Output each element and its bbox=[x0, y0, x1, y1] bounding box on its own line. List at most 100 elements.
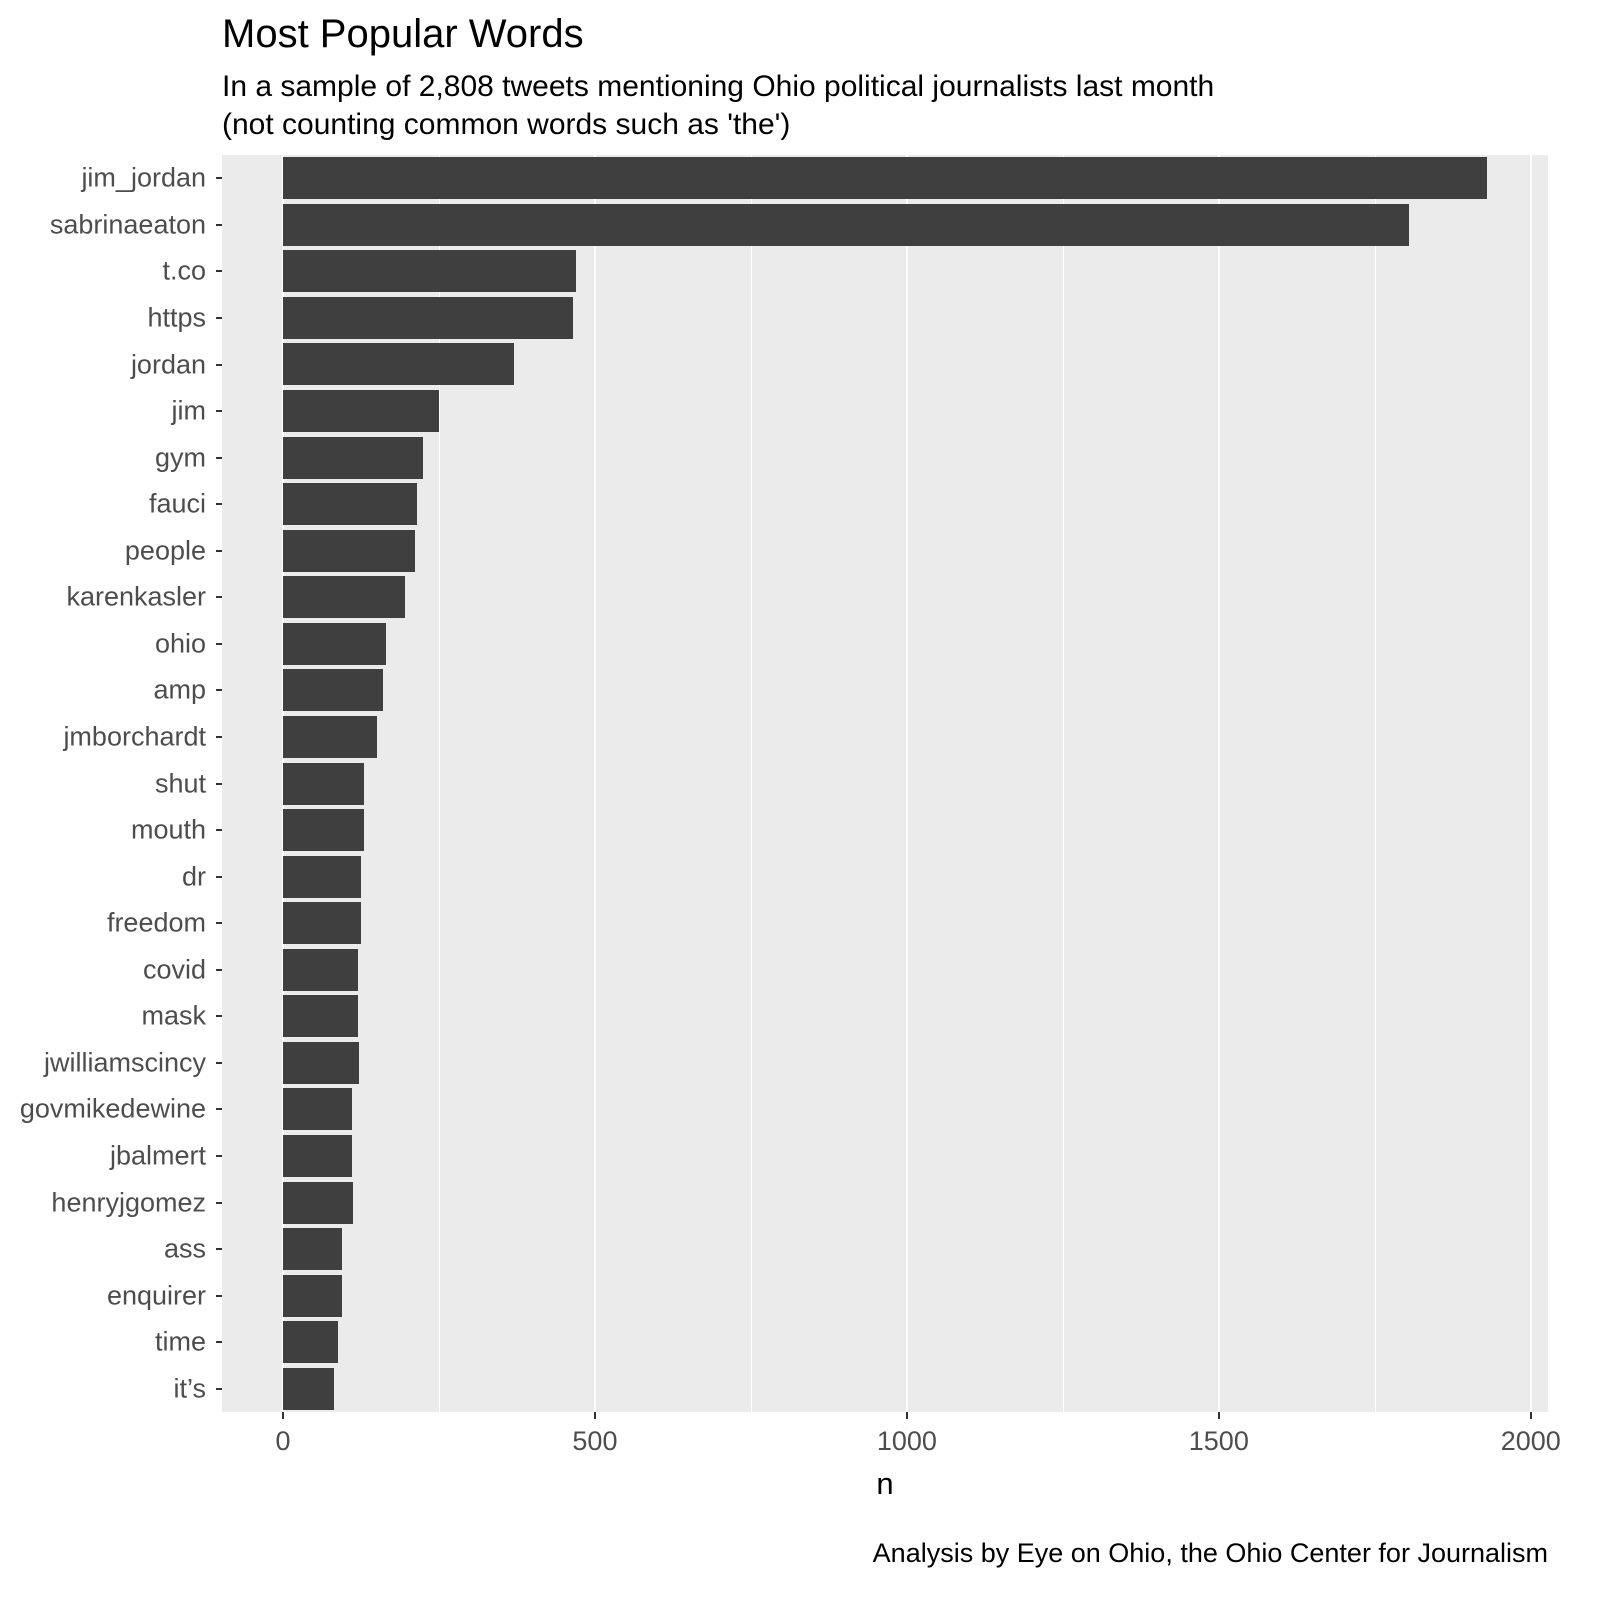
y-tick-label: dr bbox=[181, 861, 206, 892]
y-tick-mark bbox=[216, 316, 222, 319]
y-tick-mark bbox=[216, 1341, 222, 1344]
y-tick-mark bbox=[216, 549, 222, 552]
y-tick-label: amp bbox=[153, 674, 206, 705]
y-tick-mark bbox=[216, 456, 222, 459]
x-tick-mark bbox=[905, 1412, 908, 1419]
bar-mask bbox=[282, 995, 358, 1038]
y-tick-mark bbox=[216, 177, 222, 180]
y-tick-mark bbox=[216, 922, 222, 925]
y-tick-mark bbox=[216, 642, 222, 645]
x-tick-mark bbox=[1529, 1412, 1532, 1419]
gridline-minor bbox=[750, 155, 752, 1412]
y-tick-label: jmborchardt bbox=[63, 721, 206, 752]
bar-govmikedewine bbox=[282, 1088, 352, 1131]
y-tick-mark bbox=[216, 596, 222, 599]
x-axis: 0 500 1000 1500 2000 bbox=[222, 1412, 1561, 1472]
bar-https bbox=[282, 296, 574, 339]
y-tick-label: henryjgomez bbox=[51, 1187, 206, 1217]
y-tick-mark bbox=[216, 410, 222, 413]
chart-title: Most Popular Words bbox=[222, 12, 584, 56]
bar-jbalmert bbox=[282, 1134, 352, 1177]
y-tick-mark bbox=[216, 1201, 222, 1204]
gridline-major bbox=[593, 155, 596, 1412]
gridline-minor bbox=[1062, 155, 1064, 1412]
y-tick-mark bbox=[216, 503, 222, 506]
x-tick-label: 2000 bbox=[1500, 1426, 1561, 1456]
y-axis-labels: jim_jordan sabrinaeaton t.co https jordan jim… bbox=[0, 155, 222, 1412]
gridline-minor bbox=[1374, 155, 1376, 1412]
y-tick-label: ohio bbox=[154, 628, 206, 659]
bar-jim bbox=[282, 390, 439, 433]
y-tick-mark bbox=[216, 1387, 222, 1390]
plot-panel bbox=[222, 155, 1548, 1412]
bar-jordan bbox=[282, 343, 514, 386]
y-tick-mark bbox=[216, 1294, 222, 1297]
x-tick-label: 1500 bbox=[1188, 1426, 1249, 1456]
bar-enquirer bbox=[282, 1274, 343, 1317]
x-tick-mark bbox=[1217, 1412, 1220, 1419]
chart-subtitle: In a sample of 2,808 tweets mentioning O… bbox=[222, 70, 1215, 141]
y-tick-label: jbalmert bbox=[109, 1140, 206, 1171]
y-tick-label: enquirer bbox=[106, 1280, 206, 1311]
bar-people bbox=[282, 529, 416, 572]
bar-gym bbox=[282, 436, 424, 479]
bar-fauci bbox=[282, 483, 418, 526]
y-tick-label: people bbox=[124, 535, 206, 566]
bar-henryjgomez bbox=[282, 1181, 353, 1224]
y-tick-label: ass bbox=[163, 1233, 206, 1264]
gridline-minor bbox=[438, 155, 440, 1412]
y-tick-label: jwilliamscincy bbox=[43, 1047, 206, 1078]
bar-t.co bbox=[282, 250, 577, 293]
bar-ass bbox=[282, 1228, 343, 1271]
bar-dr bbox=[282, 855, 361, 898]
y-tick-label: karenkasler bbox=[66, 581, 206, 612]
y-tick-mark bbox=[216, 1248, 222, 1251]
bar-ohio bbox=[282, 622, 386, 665]
x-tick-mark bbox=[593, 1412, 596, 1419]
bar-it’s bbox=[282, 1367, 335, 1410]
y-tick-mark bbox=[216, 1061, 222, 1064]
x-tick-mark bbox=[281, 1412, 284, 1419]
y-tick-label: mask bbox=[141, 1000, 206, 1031]
bar-freedom bbox=[282, 902, 361, 945]
y-tick-mark bbox=[216, 689, 222, 692]
y-tick-mark bbox=[216, 968, 222, 971]
bar-jmborchardt bbox=[282, 715, 377, 758]
y-tick-label: govmikedewine bbox=[19, 1093, 206, 1124]
y-tick-label: fauci bbox=[148, 488, 206, 519]
x-tick-label: 500 bbox=[572, 1426, 618, 1456]
gridline-major bbox=[905, 155, 908, 1412]
gridline-major bbox=[1529, 155, 1532, 1412]
bar-jwilliamscincy bbox=[282, 1041, 360, 1084]
bar-amp bbox=[282, 669, 383, 712]
y-tick-label: time bbox=[154, 1326, 206, 1357]
y-tick-label: shut bbox=[154, 768, 206, 798]
chart-caption: Analysis by Eye on Ohio, the Ohio Center… bbox=[872, 1538, 1548, 1568]
y-tick-mark bbox=[216, 270, 222, 273]
y-tick-mark bbox=[216, 223, 222, 226]
y-tick-mark bbox=[216, 875, 222, 878]
y-tick-label: jordan bbox=[130, 349, 206, 379]
y-tick-mark bbox=[216, 735, 222, 738]
y-tick-label: it’s bbox=[173, 1373, 206, 1404]
bar-time bbox=[282, 1321, 338, 1364]
bar-shut bbox=[282, 762, 365, 805]
y-tick-label: gym bbox=[154, 442, 206, 473]
y-tick-mark bbox=[216, 1015, 222, 1018]
bar-jim_jordan bbox=[282, 157, 1488, 200]
y-tick-label: mouth bbox=[130, 814, 206, 845]
y-tick-label: jim_jordan bbox=[81, 162, 206, 193]
x-tick-label: 1000 bbox=[876, 1426, 937, 1456]
bar-covid bbox=[282, 948, 358, 991]
y-tick-label: t.co bbox=[162, 255, 206, 286]
y-tick-label: covid bbox=[142, 954, 206, 985]
y-tick-mark bbox=[216, 829, 222, 832]
x-axis-title: n bbox=[876, 1466, 894, 1501]
x-tick-label: 0 bbox=[275, 1426, 291, 1456]
y-tick-label: sabrinaeaton bbox=[49, 209, 206, 240]
gridline-major bbox=[1217, 155, 1220, 1412]
bar-sabrinaeaton bbox=[282, 203, 1410, 246]
y-tick-label: freedom bbox=[106, 907, 206, 938]
bar-mouth bbox=[282, 809, 365, 852]
